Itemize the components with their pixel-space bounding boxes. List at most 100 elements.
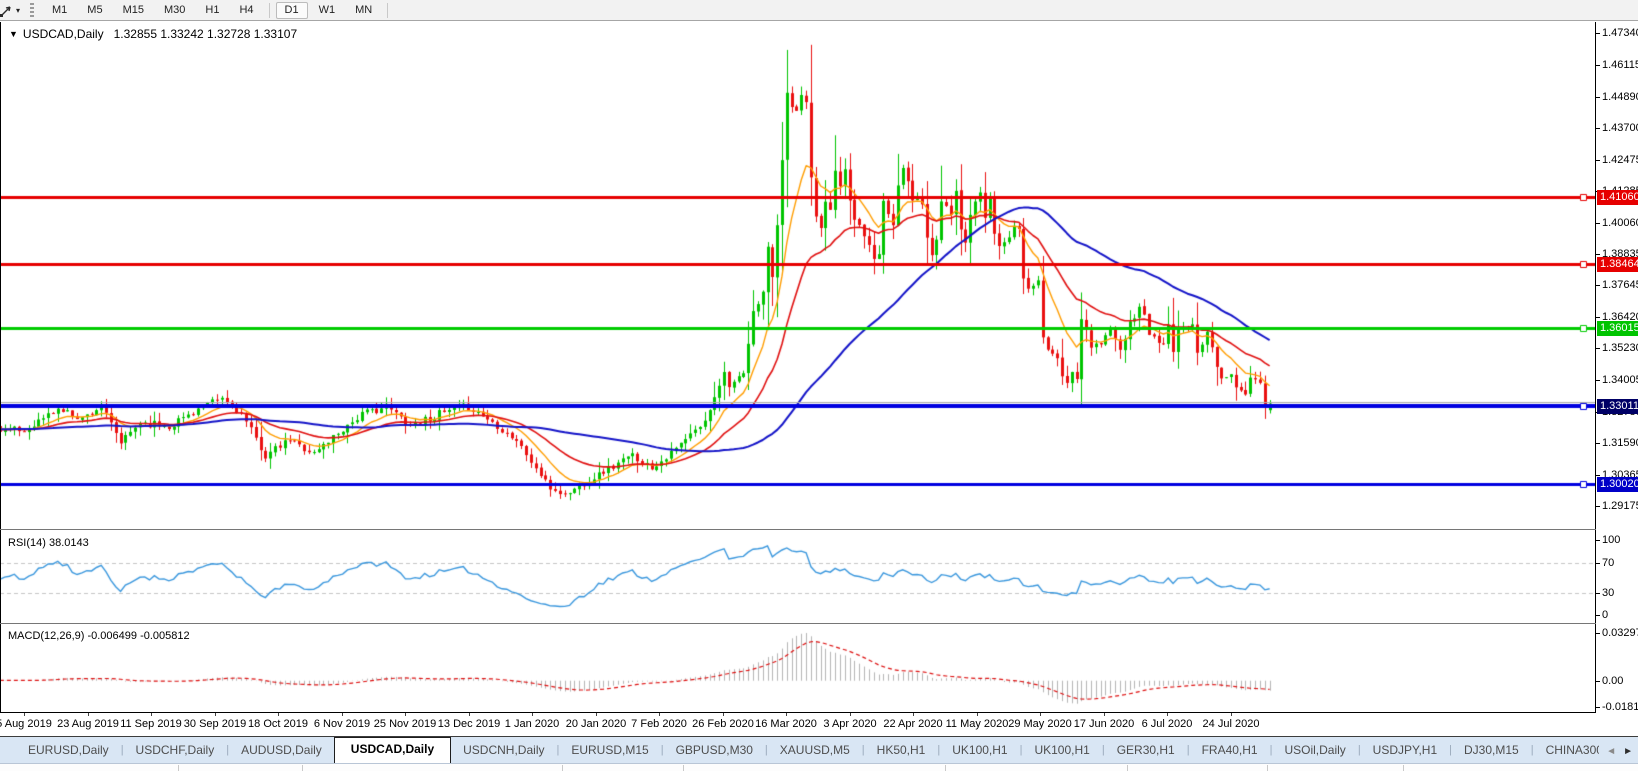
timeframe-h4[interactable]: H4 (230, 2, 262, 19)
toolbar: ▾ M1 M5 M15 M30 H1 H4 D1 W1 MN (0, 0, 1638, 21)
date-label: 30 Sep 2019 (183, 718, 247, 730)
date-label: 22 Apr 2020 (883, 718, 943, 730)
timeframe-h1[interactable]: H1 (196, 2, 228, 19)
main-chart-canvas[interactable] (0, 22, 1596, 529)
date-tick-mark (532, 713, 533, 716)
collapse-triangle-icon[interactable]: ▼ (9, 29, 18, 39)
price-tag-1-30020: 1.30020 (1597, 477, 1638, 492)
timeframe-m5[interactable]: M5 (78, 2, 111, 19)
price-tick-mark (1596, 97, 1600, 98)
toolbar-grip[interactable] (30, 3, 35, 17)
tab-separator: | (120, 744, 124, 756)
tab-uk100-h1[interactable]: UK100,H1 (1034, 743, 1090, 757)
timeframe-m30[interactable]: M30 (155, 2, 194, 19)
timeframe-m1[interactable]: M1 (43, 2, 76, 19)
tab-usdcad-daily[interactable]: USDCAD,Daily (333, 737, 452, 763)
date-label: 16 Mar 2020 (755, 718, 817, 730)
main-rsi-splitter[interactable] (0, 529, 1596, 530)
price-tag-1-36015: 1.36015 (1597, 321, 1638, 336)
price-tick-label: 1.40060 (1602, 217, 1638, 229)
tab-separator: | (226, 744, 230, 756)
timeframe-mn[interactable]: MN (346, 2, 381, 19)
price-tick-mark (1596, 506, 1600, 507)
cursor-tool-button[interactable]: ▾ (0, 1, 24, 20)
tab-usoil-daily[interactable]: USOil,Daily (1284, 743, 1346, 757)
price-axis[interactable]: 1.473401.461151.448901.437001.424751.412… (1596, 22, 1638, 713)
price-tick-label: 1.34005 (1602, 374, 1638, 386)
date-tick-mark (977, 713, 978, 716)
date-tick-mark (1231, 713, 1232, 716)
date-tick-mark (1104, 713, 1105, 716)
tab-audusd-daily[interactable]: AUDUSD,Daily (241, 743, 322, 757)
date-tick-mark (596, 713, 597, 716)
tab-fra40-h1[interactable]: FRA40,H1 (1201, 743, 1258, 757)
chart-title: ▼ USDCAD,Daily 1.32855 1.33242 1.32728 1.3… (9, 27, 297, 41)
tab-usdcnh-daily[interactable]: USDCNH,Daily (463, 743, 545, 757)
price-tick-label: 1.43700 (1602, 122, 1638, 134)
date-tick-mark (786, 713, 787, 716)
date-label: 23 Aug 2019 (57, 718, 119, 730)
tab-eurusd-daily[interactable]: EURUSD,Daily (28, 743, 109, 757)
rsi-panel-canvas[interactable] (0, 531, 1596, 623)
timeframe-m15[interactable]: M15 (114, 2, 153, 19)
date-label: 20 Jan 2020 (565, 718, 627, 730)
price-tick-label: 1.42475 (1602, 154, 1638, 166)
rsi-tick-mark (1596, 540, 1600, 541)
tab-separator: | (1530, 744, 1534, 756)
panel-column-divider (1403, 765, 1404, 771)
tab-scroll-right-icon[interactable]: ► (1623, 745, 1633, 757)
macd-panel-canvas[interactable] (0, 625, 1596, 712)
tab-separator: | (764, 744, 768, 756)
tab-uk100-h1[interactable]: UK100,H1 (952, 743, 1008, 757)
macd-tick-mark (1596, 681, 1600, 682)
panel-column-divider (683, 765, 684, 771)
macd-label: MACD(12,26,9) -0.006499 -0.005812 (8, 630, 190, 642)
price-tag-1-41060: 1.41060 (1597, 190, 1638, 205)
price-tick-label: 1.31590 (1602, 437, 1638, 449)
date-label: 18 Oct 2019 (248, 718, 308, 730)
price-tick-label: 1.47340 (1602, 27, 1638, 39)
price-tick-mark (1596, 160, 1600, 161)
tab-gbpusd-m30[interactable]: GBPUSD,M30 (675, 743, 753, 757)
rsi-macd-splitter[interactable] (0, 623, 1596, 624)
date-tick-mark (405, 713, 406, 716)
tab-dj30-m15[interactable]: DJ30,M15 (1464, 743, 1519, 757)
tab-xauusd-m5[interactable]: XAUUSD,M5 (779, 743, 850, 757)
date-tick-mark (1167, 713, 1168, 716)
tab-usdjpy-h1[interactable]: USDJPY,H1 (1372, 743, 1438, 757)
date-label: 25 Nov 2019 (373, 718, 437, 730)
price-tick-mark (1596, 33, 1600, 34)
tab-separator: | (1269, 744, 1273, 756)
date-label: 29 May 2020 (1008, 718, 1072, 730)
chart-symbol-period: USDCAD,Daily (22, 27, 104, 41)
rsi-tick-mark (1596, 615, 1600, 616)
panel-column-divider (1127, 765, 1128, 771)
tab-separator: | (937, 744, 941, 756)
date-tick-mark (723, 713, 724, 716)
price-tick-label: 1.35230 (1602, 342, 1638, 354)
tab-eurusd-m15[interactable]: EURUSD,M15 (571, 743, 649, 757)
date-tick-mark (88, 713, 89, 716)
time-axis[interactable]: 5 Aug 2019 23 Aug 2019 11 Sep 2019 30 Sep 2… (0, 713, 1596, 736)
price-tick-mark (1596, 380, 1600, 381)
date-tick-mark (659, 713, 660, 716)
price-tick-mark (1596, 128, 1600, 129)
date-label: 13 Dec 2019 (437, 718, 501, 730)
tab-usdchf-daily[interactable]: USDCHF,Daily (135, 743, 215, 757)
price-tick-mark (1596, 65, 1600, 66)
tab-ger30-h1[interactable]: GER30,H1 (1116, 743, 1175, 757)
timeframe-w1[interactable]: W1 (310, 2, 345, 19)
tab-hk50-h1[interactable]: HK50,H1 (876, 743, 926, 757)
bottom-panel-edge (0, 763, 1638, 771)
macd-tick-mark (1596, 707, 1600, 708)
price-tick-label: 1.46115 (1602, 59, 1638, 71)
timeframe-d1[interactable]: D1 (275, 1, 308, 19)
date-label: 17 Jun 2020 (1073, 718, 1135, 730)
tab-separator: | (1357, 744, 1361, 756)
price-tick-mark (1596, 223, 1600, 224)
date-tick-mark (913, 713, 914, 716)
chart-tab-bar: EURUSD,Daily | USDCHF,Daily | AUDUSD,Daily US… (0, 736, 1638, 763)
tab-separator: | (556, 744, 560, 756)
tab-scroll-left-icon[interactable]: ◄ (1606, 745, 1617, 757)
price-tag-1-33011: 1.33011 (1597, 399, 1638, 414)
